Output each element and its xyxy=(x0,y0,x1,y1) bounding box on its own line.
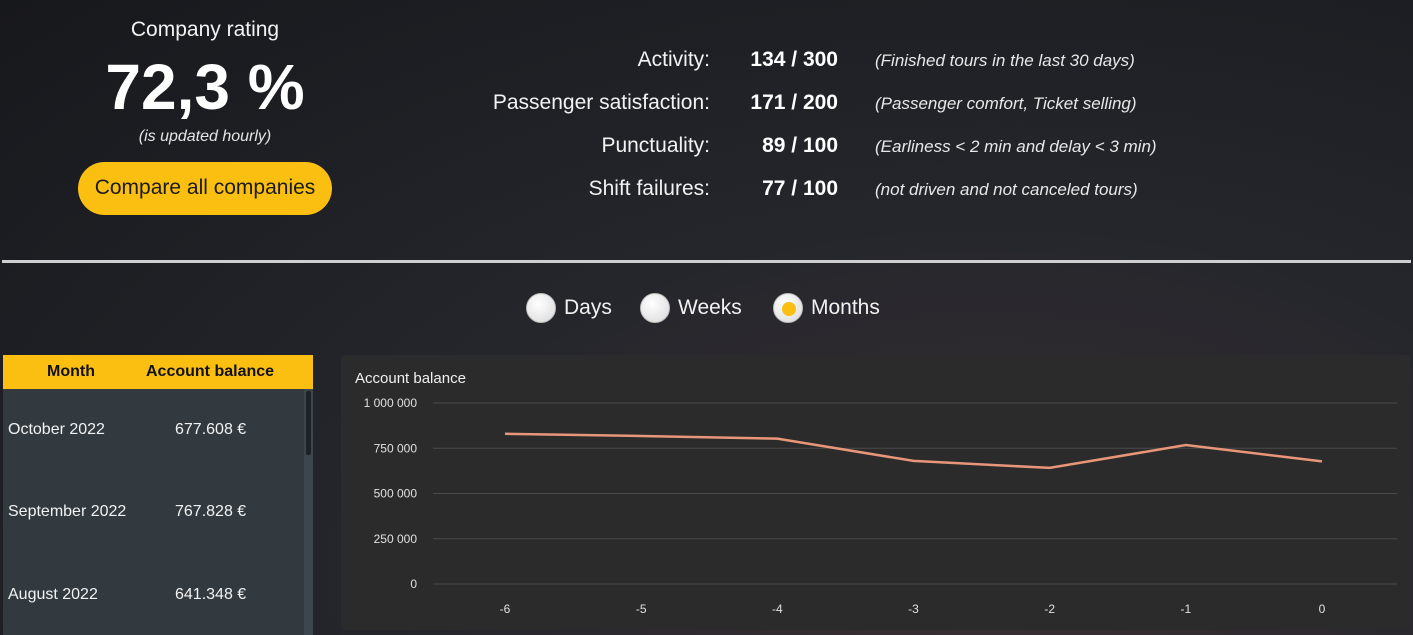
radio-circle-icon[interactable] xyxy=(640,293,670,323)
data-point[interactable] xyxy=(774,436,780,442)
x-tick-label: -6 xyxy=(500,602,511,616)
y-tick-label: 0 xyxy=(410,577,417,591)
x-tick-label: -3 xyxy=(908,602,919,616)
stat-punctuality: Punctuality: 89 / 100 (Earliness < 2 min… xyxy=(470,132,1190,175)
data-point[interactable] xyxy=(1047,465,1053,471)
stat-label: Passenger satisfaction: xyxy=(492,91,710,114)
stat-value: 89 / 100 xyxy=(762,134,838,157)
table-row[interactable]: October 2022 677.608 € xyxy=(3,416,303,446)
rating-title: Company rating xyxy=(130,18,280,41)
rating-value: 72,3 % xyxy=(105,51,305,123)
cell-month: October 2022 xyxy=(8,421,105,438)
radio-weeks[interactable]: Weeks xyxy=(640,293,742,323)
cell-balance: 677.608 € xyxy=(175,421,247,438)
section-divider xyxy=(2,260,1411,263)
stat-shift-failures: Shift failures: 77 / 100 (not driven and… xyxy=(470,175,1190,218)
x-tick-label: 0 xyxy=(1319,602,1326,616)
x-tick-label: -2 xyxy=(1044,602,1055,616)
stat-passenger-satisfaction: Passenger satisfaction: 171 / 200 (Passe… xyxy=(470,89,1190,132)
column-header-balance[interactable]: Account balance xyxy=(146,363,275,380)
stat-value: 171 / 200 xyxy=(750,91,838,114)
radio-circle-selected-icon[interactable] xyxy=(773,293,803,323)
cell-month: September 2022 xyxy=(8,503,127,520)
balance-line-chart: 0 250 000 500 000 750 000 1 000 000 -6 -5 -4 -3 -… xyxy=(364,396,1397,616)
compare-companies-button[interactable]: Compare all companies xyxy=(77,162,333,215)
stat-description: (Earliness < 2 min and delay < 3 min) xyxy=(875,137,1157,156)
data-point[interactable] xyxy=(1319,458,1325,464)
x-tick-label: -1 xyxy=(1180,602,1191,616)
table-row[interactable]: August 2022 641.348 € xyxy=(3,581,303,611)
stats-list: Activity: 134 / 300 (Finished tours in t… xyxy=(470,46,1190,218)
radio-circle-icon[interactable] xyxy=(526,293,556,323)
stat-activity: Activity: 134 / 300 (Finished tours in t… xyxy=(470,46,1190,89)
cell-month: August 2022 xyxy=(8,586,98,603)
x-tick-label: -4 xyxy=(772,602,783,616)
column-header-month[interactable]: Month xyxy=(47,363,95,380)
period-selector: Days Weeks Months xyxy=(0,293,1413,329)
data-point[interactable] xyxy=(911,458,917,464)
balance-table: Month Account balance October 2022 677.6… xyxy=(3,355,313,635)
y-tick-label: 250 000 xyxy=(374,532,418,546)
radio-label[interactable]: Months xyxy=(811,296,880,319)
company-rating: Company rating 72,3 % (is updated hourly… xyxy=(60,18,350,215)
stat-label: Shift failures: xyxy=(588,177,710,200)
table-row[interactable]: September 2022 767.828 € xyxy=(3,498,303,528)
chart-title: Account balance xyxy=(355,370,466,387)
table-scrollbar-thumb[interactable] xyxy=(306,391,311,455)
y-tick-label: 750 000 xyxy=(374,441,418,455)
data-point[interactable] xyxy=(502,431,508,437)
stat-value: 77 / 100 xyxy=(762,177,838,200)
balance-chart-panel: Account balance 0 250 000 500 000 750 000 1 … xyxy=(341,355,1410,630)
cell-balance: 641.348 € xyxy=(175,586,247,603)
stat-label: Punctuality: xyxy=(601,134,710,157)
radio-days[interactable]: Days xyxy=(526,293,612,323)
y-tick-label: 500 000 xyxy=(374,487,418,501)
radio-months[interactable]: Months xyxy=(773,293,880,323)
series-line[interactable] xyxy=(504,432,1323,470)
y-tick-label: 1 000 000 xyxy=(364,396,418,410)
stat-description: (not driven and not canceled tours) xyxy=(875,180,1138,199)
stat-label: Activity: xyxy=(637,48,710,71)
radio-label[interactable]: Days xyxy=(564,296,612,319)
stat-value: 134 / 300 xyxy=(750,48,838,71)
rating-note: (is updated hourly) xyxy=(138,128,272,145)
table-header: Month Account balance xyxy=(3,355,313,389)
x-tick-label: -5 xyxy=(636,602,647,616)
stat-description: (Finished tours in the last 30 days) xyxy=(875,51,1135,70)
header-section: Company rating 72,3 % (is updated hourly… xyxy=(0,0,1413,262)
stat-description: (Passenger comfort, Ticket selling) xyxy=(875,94,1137,113)
data-point[interactable] xyxy=(1183,442,1189,448)
radio-label[interactable]: Weeks xyxy=(678,296,742,319)
data-point[interactable] xyxy=(638,433,644,439)
cell-balance: 767.828 € xyxy=(175,503,247,520)
table-scrollbar[interactable] xyxy=(304,389,313,635)
